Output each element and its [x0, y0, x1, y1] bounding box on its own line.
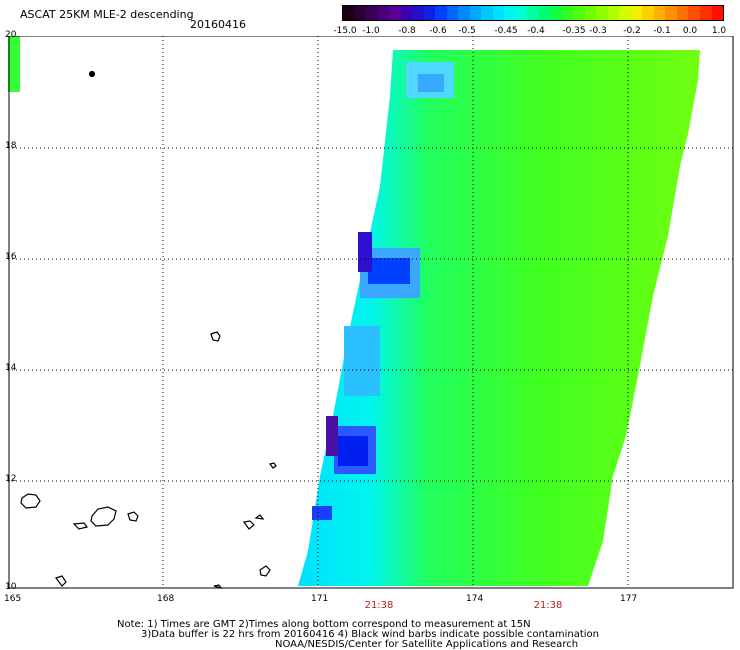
- colorbar-label: -0.35: [562, 26, 586, 36]
- colorbar-swatch: [492, 6, 505, 20]
- colorbar-swatch: [469, 6, 482, 20]
- note-line-3: NOAA/NESDIS/Center for Satellite Applica…: [275, 639, 579, 650]
- colorbar-labels: -15.0 -1.0 -0.8 -0.6 -0.5 -0.45 -0.4 -0.…: [0, 26, 740, 40]
- colorbar-swatch: [412, 6, 424, 20]
- colorbar-swatch: [573, 6, 585, 20]
- colorbar-swatch: [550, 6, 562, 20]
- colorbar-swatch: [527, 6, 539, 20]
- colorbar-swatch: [665, 6, 677, 20]
- colorbar-label: -0.1: [653, 26, 671, 36]
- colorbar-swatch: [377, 6, 390, 20]
- colorbar-swatch: [366, 6, 378, 20]
- colorbar-label: -0.6: [429, 26, 447, 36]
- colorbar-label: -15.0: [333, 26, 357, 36]
- lat-label: 14: [5, 363, 17, 373]
- colorbar-label: -0.8: [398, 26, 416, 36]
- colorbar-swatch: [653, 6, 666, 20]
- lat-label: 10: [5, 582, 17, 592]
- colorbar-swatch: [596, 6, 608, 20]
- note-line-2: 3)Data buffer is 22 hrs from 20160416 4)…: [141, 629, 599, 640]
- colorbar-swatch: [711, 6, 724, 20]
- lon-label: 165: [4, 594, 22, 604]
- colorbar-swatch: [343, 6, 355, 20]
- colorbar-label: 1.0: [711, 26, 727, 36]
- lat-label: 12: [5, 474, 17, 484]
- colorbar-swatch: [561, 6, 574, 20]
- colorbar-swatch: [676, 6, 689, 20]
- colorbar-swatch: [630, 6, 643, 20]
- map-frame: [8, 36, 734, 589]
- map-plot: [8, 36, 734, 590]
- colorbar-swatch: [458, 6, 470, 20]
- colorbar-label: -0.45: [494, 26, 518, 36]
- colorbar-label: -0.3: [589, 26, 607, 36]
- colorbar-label: -0.2: [623, 26, 641, 36]
- colorbar-swatch: [607, 6, 620, 20]
- colorbar-swatch: [435, 6, 447, 20]
- colorbar-swatch: [538, 6, 551, 20]
- colorbar-swatch: [688, 6, 700, 20]
- product-date: 20160416: [190, 18, 246, 31]
- colorbar-swatch: [354, 6, 367, 20]
- colorbar-label: -0.4: [527, 26, 545, 36]
- colorbar: [342, 5, 724, 21]
- lon-label: 171: [311, 594, 329, 604]
- lon-label: 174: [466, 594, 484, 604]
- time-label: 21:38: [364, 600, 394, 611]
- colorbar-swatch: [446, 6, 459, 20]
- colorbar-swatch: [504, 6, 516, 20]
- colorbar-swatch: [642, 6, 654, 20]
- colorbar-swatch: [515, 6, 528, 20]
- lat-label: 18: [5, 141, 17, 151]
- time-label: 21:38: [533, 600, 563, 611]
- colorbar-swatch: [481, 6, 493, 20]
- colorbar-swatch: [584, 6, 597, 20]
- colorbar-swatch: [423, 6, 436, 20]
- lat-lon-grid: [8, 36, 734, 588]
- colorbar-swatch: [619, 6, 631, 20]
- lat-label: 20: [5, 30, 17, 40]
- colorbar-swatch: [699, 6, 712, 20]
- satellite-swath: [8, 36, 700, 586]
- colorbar-swatch: [389, 6, 401, 20]
- colorbar-label: 0.0: [682, 26, 698, 36]
- lat-label: 16: [5, 252, 17, 262]
- coastlines: [20, 70, 277, 590]
- colorbar-swatch: [400, 6, 413, 20]
- lon-label: 168: [157, 594, 175, 604]
- product-title: ASCAT 25KM MLE-2 descending: [20, 8, 194, 21]
- colorbar-label: -1.0: [362, 26, 380, 36]
- note-line-1: Note: 1) Times are GMT 2)Times along bot…: [117, 619, 531, 630]
- colorbar-label: -0.5: [458, 26, 476, 36]
- lon-label: 177: [620, 594, 638, 604]
